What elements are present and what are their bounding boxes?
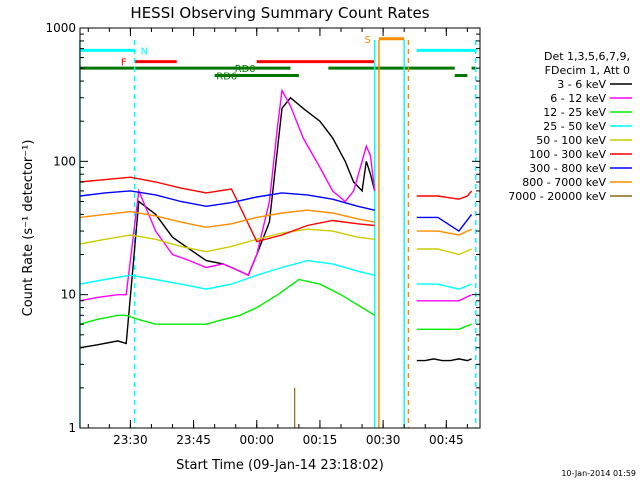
x-tick-label: 23:30 [113,433,148,447]
x-tick-label: 00:30 [366,433,401,447]
legend-label-800-7000-kev: 800 - 7000 keV [522,176,606,189]
legend-label-7000-20000-kev: 7000 - 20000 keV [508,190,606,203]
plot-frame [79,27,481,429]
legend: Det 1,3,5,6,7,9,FDecim 1, Att 03 - 6 keV… [508,50,632,203]
flag-label-rd6: RD6 [216,72,237,83]
y-tick-label: 10 [61,288,76,302]
legend-header-line: Det 1,3,5,6,7,9, [544,50,630,63]
legend-label-12-25-kev: 12 - 25 keV [543,106,606,119]
series-segment-25-50-kev [416,283,472,290]
series-lines [79,88,473,428]
series-segment-6-12-kev [416,294,472,302]
legend-label-50-100-kev: 50 - 100 keV [536,134,606,147]
chart-title: HESSI Observing Summary Count Rates [130,4,429,22]
series-segment-800-7000-kev [416,228,472,236]
y-tick-label: 100 [53,154,76,168]
legend-label-3-6-kev: 3 - 6 keV [557,78,606,91]
series-line-100-300-kev [79,176,375,243]
series-line-12-25-kev [79,278,376,325]
series-segment-100-300-kev [416,190,473,200]
y-axis-ticks: 1 10 100 1000 [45,21,480,435]
legend-label-6-12-kev: 6 - 12 keV [550,92,606,105]
legend-label-100-300-kev: 100 - 300 keV [529,148,606,161]
y-axis-label: Count Rate (s⁻¹ detector⁻¹) [21,140,36,317]
series-line-300-800-kev [79,190,375,211]
y-tick-label: 1 [68,421,76,435]
series-segment-50-100-kev [416,248,472,256]
x-axis-ticks: 23:30 23:45 00:00 00:15 00:30 00:45 [87,28,468,447]
footer-date: 10-Jan-2014 01:59 [561,469,636,478]
series-segment-3-6-kev [416,358,472,362]
series-line-800-7000-kev [79,209,375,229]
flag-label-s: S [365,35,371,46]
series-segment-12-25-kev [416,323,472,330]
flag-label-n: N [141,46,148,57]
x-tick-label: 00:15 [303,433,338,447]
legend-label-300-800-kev: 300 - 800 keV [529,162,606,175]
legend-label-25-50-kev: 25 - 50 keV [543,120,606,133]
y-tick-label: 1000 [45,21,76,35]
series-line-50-100-kev [79,228,375,253]
series-line-25-50-kev [79,259,375,290]
x-tick-label: 00:45 [429,433,464,447]
flag-label-f: F [121,58,127,69]
legend-header-line: FDecim 1, Att 0 [545,64,630,77]
series-segment-300-800-kev [416,213,473,233]
flag-label-rd0: RD0 [235,64,256,75]
series-line-3-6-kev [79,96,376,349]
x-tick-label: 00:00 [239,433,274,447]
x-axis-label: Start Time (09-Jan-14 23:18:02) [176,458,384,473]
x-tick-label: 23:45 [176,433,211,447]
series-line-6-12-kev [79,88,376,302]
